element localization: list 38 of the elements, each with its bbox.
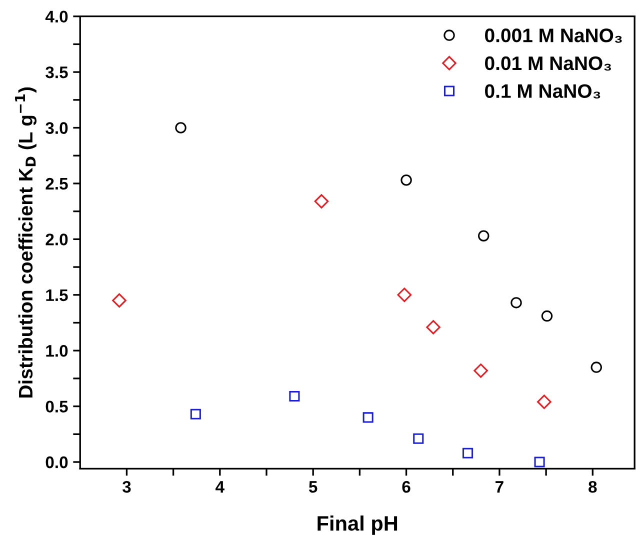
- point: [362, 412, 374, 423]
- y-tick-label: 3.0: [46, 122, 68, 134]
- point: [400, 174, 412, 186]
- legend-label: 0.01 M NaNO₃: [485, 56, 611, 71]
- point: [478, 230, 490, 242]
- y-tick-label: 1.0: [46, 345, 68, 357]
- y-axis-title: Distribution coefficient K$_{D}$ (L g$^{−1}$): [15, 87, 37, 398]
- point: [541, 310, 553, 322]
- point: [462, 448, 474, 458]
- point: [413, 433, 424, 444]
- y-tick-label: 1.5: [46, 289, 68, 302]
- point: [426, 320, 440, 334]
- point: [190, 408, 201, 420]
- x-tick-label: 7: [496, 481, 504, 493]
- x-tick-label: 6: [402, 480, 410, 493]
- point: [474, 364, 488, 378]
- point: [112, 293, 126, 308]
- x-axis-title: Final pH: [318, 515, 398, 535]
- y-tick-label: 4.0: [45, 10, 68, 23]
- y-tick-label: 2.0: [46, 234, 68, 246]
- x-tick-label: 4: [216, 481, 224, 493]
- y-tick-label: 0.5: [46, 400, 68, 413]
- point: [289, 391, 300, 402]
- x-tick-label: 8: [588, 480, 597, 493]
- y-tick-label: 2.5: [46, 178, 68, 190]
- legend-label: 0.1 M NaNO₃: [485, 84, 600, 99]
- point: [510, 297, 522, 308]
- point: [537, 394, 552, 409]
- legend-label: 0.001 M NaNO₃: [485, 28, 622, 43]
- point: [397, 288, 412, 302]
- point: [590, 362, 602, 373]
- point: [175, 122, 186, 134]
- x-tick-label: 5: [308, 481, 318, 493]
- point: [314, 194, 329, 208]
- y-tick-label: 3.5: [46, 66, 68, 78]
- point: [534, 456, 545, 468]
- y-tick-label: 0.0: [46, 456, 68, 468]
- x-tick-label: 3: [122, 480, 131, 493]
